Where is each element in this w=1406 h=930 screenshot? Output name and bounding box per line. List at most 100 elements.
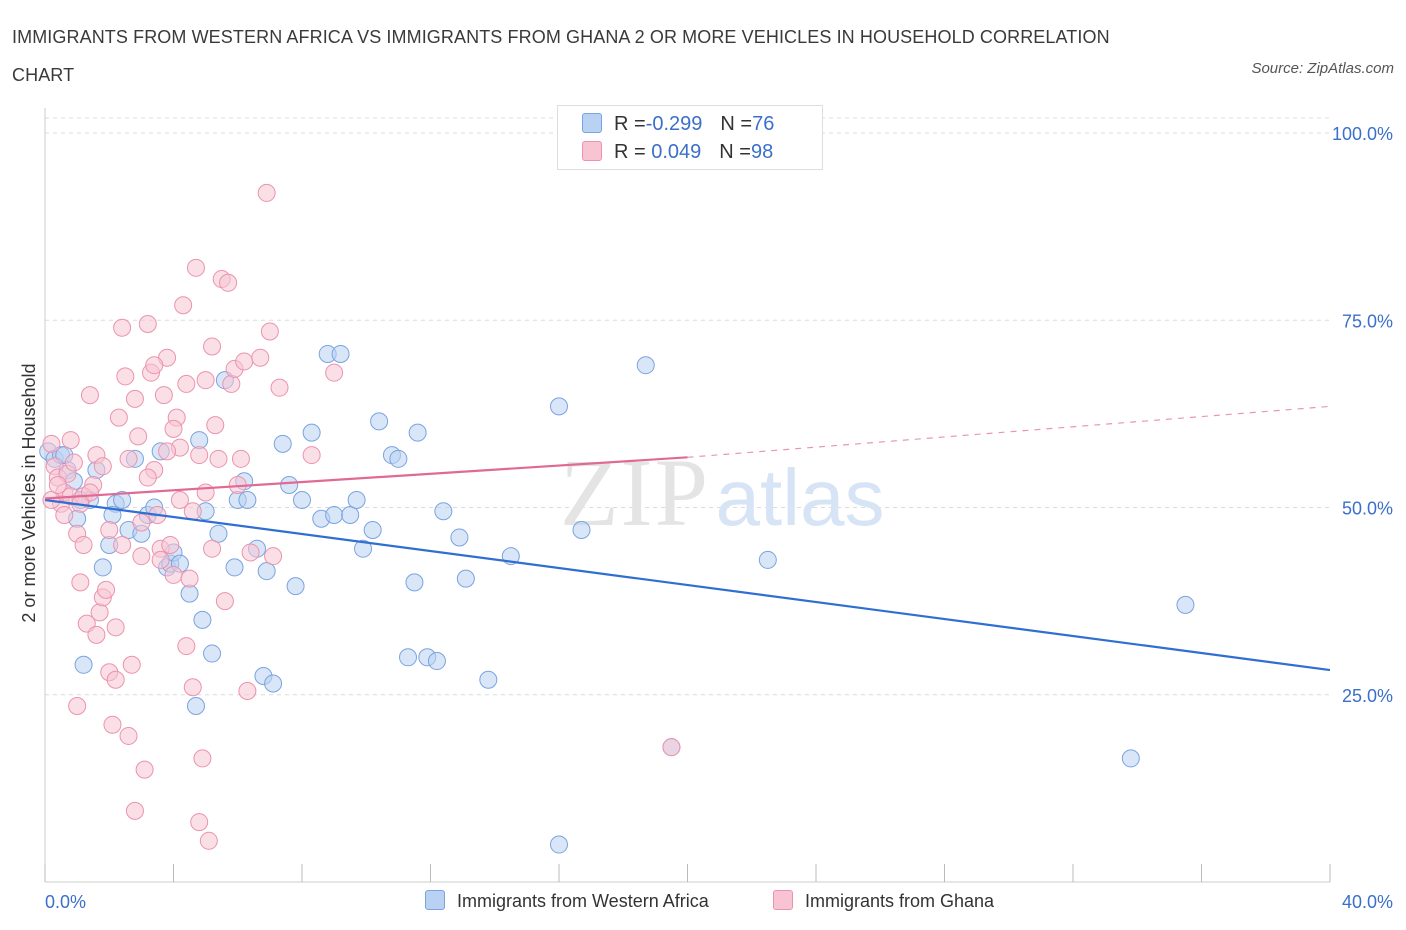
grid-layer [45, 117, 1330, 696]
point-ghana [174, 296, 193, 315]
point-ghana [164, 419, 183, 438]
point-western-africa [193, 610, 212, 629]
series-legend-ghana[interactable]: Immigrants from Ghana [773, 889, 994, 913]
stats-legend: R = -0.299 N = 76 R = 0.049 N = 98 [557, 105, 823, 170]
point-ghana [196, 483, 215, 502]
point-ghana [68, 696, 87, 715]
x-tick-label: 0.0% [45, 892, 86, 912]
trendline-ghana [44, 456, 688, 500]
point-western-africa [1121, 749, 1140, 768]
point-western-africa [550, 835, 568, 854]
point-ghana [209, 449, 228, 468]
point-western-africa [450, 528, 469, 547]
point-ghana [235, 352, 254, 371]
point-ghana [125, 801, 144, 820]
point-ghana [48, 476, 67, 495]
point-ghana [74, 535, 93, 554]
trendline-ghana-extrapolated [687, 405, 1331, 458]
point-ghana [222, 374, 241, 393]
point-ghana [302, 446, 321, 465]
point-ghana [177, 637, 196, 656]
r-value: -0.299 [645, 113, 703, 135]
point-western-africa [389, 449, 408, 468]
point-ghana [116, 367, 135, 386]
point-ghana [270, 378, 289, 397]
watermark-atlas: atlas [716, 453, 885, 542]
point-ghana [164, 565, 183, 584]
point-ghana [219, 273, 238, 292]
point-western-africa [550, 397, 568, 416]
stats-legend-row-blue: R = -0.299 N = 76 [582, 111, 774, 137]
point-western-africa [758, 550, 777, 569]
point-ghana [180, 569, 199, 588]
n-label: N = [719, 141, 751, 163]
point-ghana [80, 386, 99, 405]
series-legend-western-africa[interactable]: Immigrants from Western Africa [425, 889, 709, 913]
point-western-africa [399, 648, 418, 667]
y-tick-label: 100.0% [1332, 124, 1393, 144]
point-ghana [193, 749, 212, 768]
point-ghana [71, 573, 90, 592]
point-western-africa [264, 674, 283, 693]
point-ghana [119, 449, 138, 468]
pink-swatch [582, 141, 602, 161]
point-western-africa [341, 505, 360, 524]
point-western-africa [354, 539, 373, 558]
blue-swatch [582, 113, 602, 133]
point-ghana [138, 468, 157, 487]
point-ghana [190, 813, 209, 832]
point-ghana [138, 314, 157, 333]
point-ghana [161, 535, 180, 554]
point-ghana [132, 513, 151, 532]
point-ghana [177, 374, 196, 393]
point-western-africa [93, 558, 112, 577]
point-ghana [103, 715, 122, 734]
point-western-africa [434, 502, 453, 521]
point-ghana [90, 603, 109, 622]
point-western-africa [1176, 595, 1195, 614]
point-western-africa [180, 584, 199, 603]
point-ghana [199, 831, 218, 850]
point-western-africa [186, 696, 205, 715]
y-tick-label: 75.0% [1342, 311, 1393, 331]
point-ghana [251, 348, 270, 367]
point-western-africa [286, 577, 305, 596]
point-western-africa [257, 562, 276, 581]
point-ghana [119, 726, 138, 745]
trendline-western-africa [44, 498, 1331, 672]
point-western-africa [456, 569, 475, 588]
point-western-africa [74, 655, 93, 674]
point-ghana [132, 547, 151, 566]
point-ghana [325, 363, 344, 382]
point-ghana [190, 446, 209, 465]
point-ghana [125, 389, 144, 408]
point-ghana [154, 386, 173, 405]
point-western-africa [113, 491, 132, 510]
point-ghana [100, 520, 119, 539]
n-value: 98 [750, 141, 774, 163]
point-western-africa [405, 573, 424, 592]
point-ghana [215, 592, 234, 611]
point-western-africa [209, 524, 228, 543]
point-western-africa [370, 412, 389, 431]
point-western-africa [363, 520, 382, 539]
point-ghana [93, 457, 112, 476]
point-western-africa [203, 644, 222, 663]
point-ghana [151, 550, 170, 569]
point-western-africa [636, 356, 655, 375]
point-western-africa [190, 431, 209, 450]
point-western-africa [347, 491, 366, 510]
point-ghana [145, 356, 164, 375]
point-ghana [186, 258, 205, 277]
point-western-africa [572, 520, 591, 539]
point-ghana [42, 434, 61, 453]
point-ghana [257, 183, 276, 202]
point-western-africa [280, 476, 299, 495]
point-western-africa [293, 491, 311, 510]
point-ghana [231, 449, 250, 468]
point-ghana [203, 337, 222, 356]
n-value: 76 [752, 113, 775, 135]
point-ghana [61, 431, 80, 450]
n-label: N = [720, 113, 753, 135]
point-western-africa [302, 423, 321, 442]
